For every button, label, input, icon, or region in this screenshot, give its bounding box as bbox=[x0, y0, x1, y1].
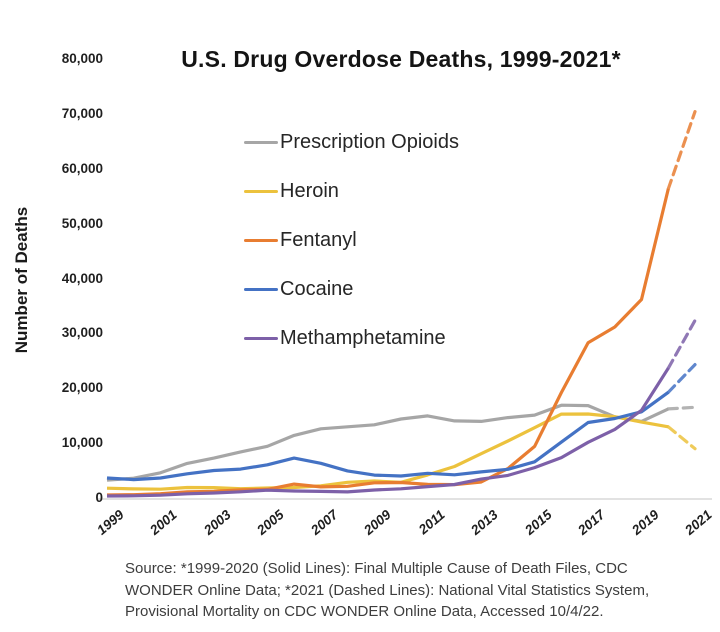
y-tick-label: 70,000 bbox=[61, 105, 103, 121]
series-line-dashed-prescription-opioids bbox=[666, 405, 697, 411]
y-tick-label: 20,000 bbox=[61, 380, 103, 396]
series-line-solid-fentanyl bbox=[106, 188, 670, 497]
y-tick-label: 50,000 bbox=[61, 215, 103, 231]
legend-line-swatch bbox=[244, 336, 278, 341]
y-tick-label: 40,000 bbox=[61, 270, 103, 286]
legend-line-swatch bbox=[244, 189, 278, 194]
chart-title: U.S. Drug Overdose Deaths, 1999-2021* bbox=[181, 46, 621, 72]
legend-item: Prescription Opioids bbox=[244, 118, 459, 167]
y-tick-label: 10,000 bbox=[61, 435, 103, 451]
series-line-dashed-methamphetamine bbox=[666, 318, 697, 370]
series-line-dashed-heroin bbox=[666, 425, 697, 451]
legend-label: Cocaine bbox=[280, 278, 354, 300]
series-line-solid-prescription-opioids bbox=[106, 403, 669, 482]
legend-label: Heroin bbox=[280, 180, 339, 202]
series-line-dashed-fentanyl bbox=[666, 110, 697, 191]
legend-label: Methamphetamine bbox=[280, 327, 446, 349]
chart-legend: Prescription Opioids Heroin Fentanyl Cocain… bbox=[244, 118, 459, 363]
legend-label: Prescription Opioids bbox=[280, 131, 459, 153]
legend-line-swatch bbox=[244, 287, 278, 292]
source-line: Provisional Mortality on CDC WONDER Onli… bbox=[125, 603, 604, 620]
y-tick-label: 30,000 bbox=[61, 325, 103, 341]
series-line-solid-cocaine bbox=[106, 391, 670, 482]
series-line-dashed-cocaine bbox=[666, 363, 697, 394]
legend-label: Fentanyl bbox=[280, 229, 357, 251]
legend-item: Methamphetamine bbox=[244, 314, 459, 363]
legend-item: Cocaine bbox=[244, 265, 459, 314]
series-line-solid-methamphetamine bbox=[106, 367, 670, 498]
legend-line-swatch bbox=[244, 238, 278, 243]
source-line: Source: *1999-2020 (Solid Lines): Final … bbox=[125, 560, 628, 577]
y-tick-label: 60,000 bbox=[61, 160, 103, 176]
y-tick-label: 80,000 bbox=[61, 51, 103, 66]
legend-item: Fentanyl bbox=[244, 216, 459, 265]
source-line: WONDER Online Data; *2021 (Dashed Lines)… bbox=[125, 581, 650, 599]
legend-item: Heroin bbox=[244, 167, 459, 216]
legend-line-swatch bbox=[244, 140, 278, 145]
source-note: Source: *1999-2020 (Solid Lines): Final … bbox=[125, 558, 705, 623]
y-tick-label: 0 bbox=[95, 490, 103, 505]
y-axis-title: Number of Deaths bbox=[12, 206, 31, 354]
